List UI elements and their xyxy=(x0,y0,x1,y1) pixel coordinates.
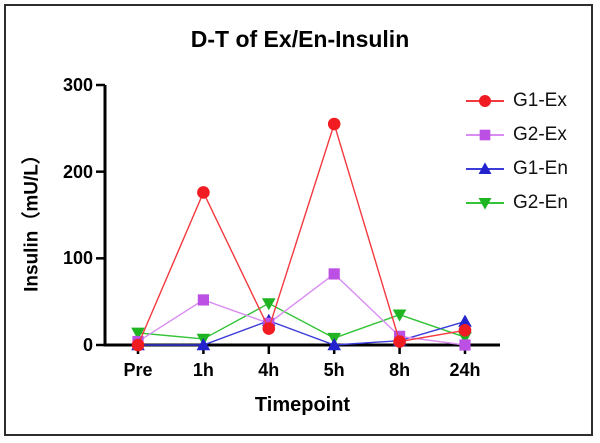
triangle-up-icon xyxy=(466,162,504,174)
legend-label: G1-Ex xyxy=(513,90,567,111)
data-point-marker xyxy=(196,338,211,351)
circle-icon xyxy=(466,95,504,107)
data-point-marker xyxy=(197,186,210,199)
data-point-marker xyxy=(393,335,406,348)
legend-item-G2-En: G2-En xyxy=(466,192,568,213)
legend-item-G1-En: G1-En xyxy=(466,158,568,179)
y-tick-label: 300 xyxy=(62,75,93,95)
series-line xyxy=(137,302,466,340)
series-line xyxy=(137,121,466,346)
data-point-marker xyxy=(131,338,145,352)
triangle-down-icon xyxy=(466,198,504,210)
legend: G1-Ex G2-Ex G1-En G2-En xyxy=(466,90,568,213)
data-point-marker xyxy=(479,95,491,107)
data-point-marker xyxy=(479,129,491,141)
data-point-marker xyxy=(197,294,209,306)
x-tick-label: 4h xyxy=(258,360,280,380)
x-axis-label: Timepoint xyxy=(254,394,351,416)
x-tick-label: 5h xyxy=(323,360,345,380)
data-point-marker xyxy=(262,298,276,311)
data-point-marker xyxy=(327,338,341,351)
data-point-marker xyxy=(478,198,492,210)
data-point-marker xyxy=(327,117,341,131)
x-tick-label: Pre xyxy=(123,360,153,380)
y-axis-label: Insulin（mU/L） xyxy=(21,145,43,292)
legend-item-G2-Ex: G2-Ex xyxy=(466,124,568,145)
data-point-marker xyxy=(328,268,340,280)
x-tick-label: 1h xyxy=(192,360,214,380)
data-point-marker xyxy=(459,339,471,351)
data-point-marker xyxy=(458,323,472,337)
square-icon xyxy=(466,129,504,141)
y-tick-label: 100 xyxy=(62,248,93,269)
legend-label: G1-En xyxy=(513,158,568,179)
data-point-marker xyxy=(458,314,472,327)
legend-item-G1-Ex: G1-Ex xyxy=(466,90,568,111)
data-point-marker xyxy=(478,162,492,174)
chart-title: D-T of Ex/En-Insulin xyxy=(190,26,410,52)
legend-label: G2-Ex xyxy=(513,124,567,145)
data-point-marker xyxy=(392,309,407,322)
series-line xyxy=(138,319,466,346)
series-G1-Ex xyxy=(131,117,472,352)
y-tick-label: 0 xyxy=(82,335,93,355)
legend-label: G2-En xyxy=(513,192,568,213)
series-line xyxy=(137,273,466,346)
outer-border xyxy=(4,4,593,436)
data-point-marker xyxy=(262,322,276,335)
x-tick-label: 8h xyxy=(389,360,411,380)
x-tick-label: 24h xyxy=(449,360,481,380)
data-point-marker xyxy=(131,327,145,340)
y-tick-label: 200 xyxy=(62,161,93,182)
